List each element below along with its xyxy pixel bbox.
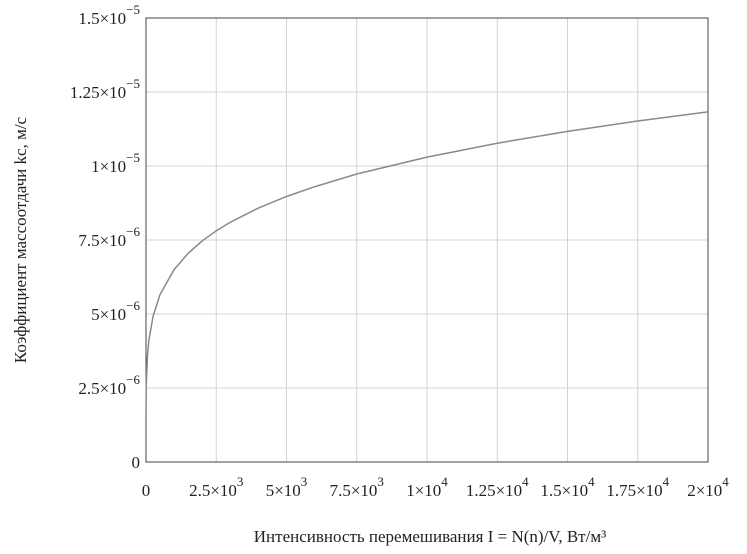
x-axis-label: Интенсивность перемешивания I = N(n)/V, … [254,527,606,546]
y-tick-label-base: 2.5×10 [78,379,126,398]
x-tick-label-exponent: 4 [722,474,729,489]
x-tick-label-base: 1×10 [406,481,441,500]
x-tick-label-base: 1.5×10 [540,481,588,500]
y-tick-label-base: 1.25×10 [70,83,126,102]
y-tick-label-exponent: −5 [126,76,140,91]
y-tick-label: 1.5×10−5 [78,2,140,28]
x-tick-label-base: 7.5×10 [330,481,378,500]
y-tick-label-exponent: −5 [126,2,140,17]
x-tick-label-base: 2×10 [687,481,722,500]
x-tick-label-base: 5×10 [266,481,301,500]
y-tick-label: 7.5×10−6 [78,224,140,250]
x-tick-label: 1.25×104 [466,474,529,500]
x-tick-label-exponent: 4 [588,474,595,489]
line-series [145,111,709,414]
x-tick-label-exponent: 3 [301,474,308,489]
y-tick-label-exponent: −6 [126,298,140,313]
y-axis-label: Коэффициент массоотдачи kc, м/с [11,116,30,363]
x-tick-label: 2×104 [687,474,729,500]
x-tick-label: 1×104 [406,474,448,500]
y-tick-label-base: 5×10 [91,305,126,324]
x-tick-label-base: 2.5×10 [189,481,237,500]
plot-frame [145,17,709,463]
x-tick-label: 0 [142,481,151,500]
y-tick-label-exponent: −5 [126,150,140,165]
x-tick-label-base: 1.75×10 [606,481,662,500]
y-tick-label-base: 7.5×10 [78,231,126,250]
x-tick-label-exponent: 4 [441,474,448,489]
y-tick-label-base: 1×10 [91,157,126,176]
y-tick-label: 1.25×10−5 [70,76,140,102]
x-tick-label: 7.5×103 [330,474,384,500]
y-tick-label: 2.5×10−6 [78,372,140,398]
x-tick-label: 5×103 [266,474,308,500]
x-tick-label: 1.5×104 [540,474,595,500]
y-tick-label: 0 [132,453,141,472]
y-tick-label-base: 1.5×10 [78,9,126,28]
y-tick-label: 5×10−6 [91,298,140,324]
y-tick-label: 1×10−5 [91,150,140,176]
x-tick-label-exponent: 4 [522,474,529,489]
x-tick-label-base: 1.25×10 [466,481,522,500]
x-tick-label-exponent: 3 [377,474,384,489]
x-tick-label-exponent: 4 [663,474,670,489]
y-tick-label-exponent: −6 [126,224,140,239]
x-tick-label: 2.5×103 [189,474,243,500]
x-tick-label-exponent: 3 [237,474,244,489]
x-tick-label: 1.75×104 [606,474,669,500]
y-tick-label-exponent: −6 [126,372,140,387]
